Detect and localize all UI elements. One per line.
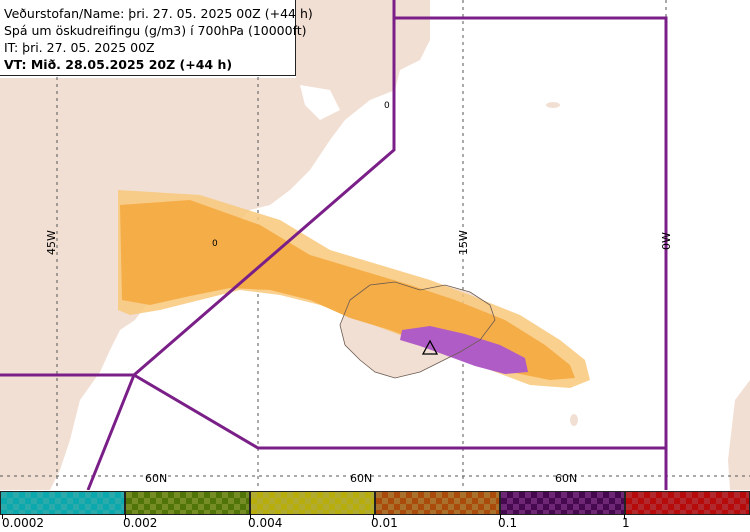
lat-label-60n-c: 60N bbox=[555, 472, 577, 485]
legend-tick-label-5: 1 bbox=[622, 516, 630, 530]
forecast-info-box: Veðurstofan/Name: þri. 27. 05. 2025 00Z … bbox=[0, 0, 313, 76]
island-faroe bbox=[570, 414, 578, 426]
greenland-marker-label: 0 bbox=[384, 101, 390, 111]
legend-tick-mark-3 bbox=[373, 514, 374, 519]
legend-tick-mark-0 bbox=[2, 514, 3, 519]
header-valid-time-line: VT: Mið. 28.05.2025 20Z (+44 h) bbox=[4, 57, 233, 72]
header-initial-time-line: IT: þri. 27. 05. 2025 00Z bbox=[4, 40, 155, 55]
fir-boundary bbox=[0, 0, 668, 490]
iceland-outline bbox=[339, 281, 496, 379]
lat-label-60n-b: 60N bbox=[350, 472, 372, 485]
legend-swatch-1 bbox=[125, 491, 250, 515]
island-jan-mayen bbox=[546, 102, 560, 108]
legend-tick-mark-4 bbox=[500, 514, 501, 519]
header-description-line: Spá um öskudreifingu (g/m3) í 700hPa (10… bbox=[4, 23, 307, 38]
volcano-marker-icon bbox=[421, 339, 439, 355]
header-source-line: Veðurstofan/Name: þri. 27. 05. 2025 00Z … bbox=[4, 6, 313, 21]
scandinavia-land bbox=[728, 380, 750, 490]
legend-tick-mark-2 bbox=[250, 514, 251, 519]
ash-dispersion-map: 0 0 45W 15W 0W 60N 60N 60N bbox=[0, 0, 750, 490]
lon-label-15w: 15W bbox=[457, 230, 470, 255]
lat-label-60n-a: 60N bbox=[145, 472, 167, 485]
legend-tick-label-0: 0.0002 bbox=[2, 516, 44, 530]
greenland-fjord bbox=[300, 85, 340, 120]
legend-tick-mark-5 bbox=[624, 514, 625, 519]
lon-label-45w: 45W bbox=[45, 230, 58, 255]
legend-tick-mark-1 bbox=[125, 514, 126, 519]
legend-tick-label-3: 0.01 bbox=[371, 516, 398, 530]
legend-swatch-3 bbox=[375, 491, 500, 515]
lon-label-0w: 0W bbox=[660, 232, 673, 250]
legend-swatch-4 bbox=[500, 491, 625, 515]
legend-tick-label-4: 0.1 bbox=[498, 516, 518, 530]
concentration-legend: 0.0002 0.002 0.004 0.01 0.1 1 bbox=[0, 490, 750, 532]
legend-swatch-5 bbox=[625, 491, 750, 515]
legend-swatch-0 bbox=[0, 491, 125, 515]
legend-tick-label-1: 0.002 bbox=[123, 516, 158, 530]
greenland-marker-label-2: 0 bbox=[212, 239, 218, 249]
legend-swatch-2 bbox=[250, 491, 375, 515]
legend-tick-label-2: 0.004 bbox=[248, 516, 283, 530]
